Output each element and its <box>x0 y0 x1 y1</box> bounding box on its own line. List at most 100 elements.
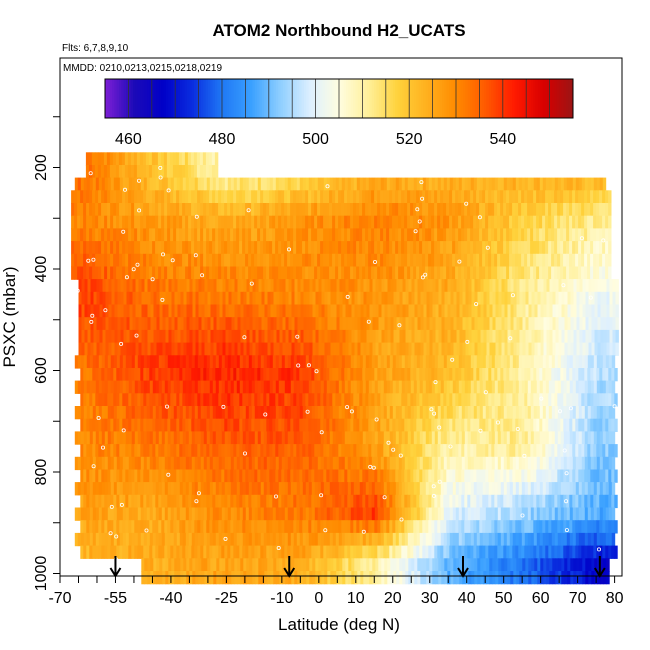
heatmap-cell <box>479 355 484 369</box>
heatmap-cell <box>89 380 94 394</box>
heatmap-cell <box>249 317 253 331</box>
heatmap-cell <box>563 253 567 268</box>
heatmap-cell <box>315 279 319 293</box>
heatmap-cell <box>596 215 600 229</box>
heatmap-cell <box>204 279 208 293</box>
heatmap-cell <box>107 431 112 445</box>
heatmap-cell <box>320 494 324 509</box>
heatmap-cell <box>204 304 208 318</box>
heatmap-cell <box>164 368 168 382</box>
heatmap-cell <box>548 241 552 255</box>
heatmap-cell <box>386 494 390 509</box>
heatmap-cell <box>489 342 493 356</box>
heatmap-cell <box>536 177 541 191</box>
heatmap-cell <box>366 304 370 318</box>
heatmap-cell <box>80 482 85 496</box>
heatmap-cell <box>521 266 525 280</box>
heatmap-cell <box>188 431 193 445</box>
heatmap-cell <box>375 291 379 306</box>
heatmap-cell <box>590 355 595 369</box>
heatmap-cell <box>458 431 463 445</box>
heatmap-cell <box>572 355 577 369</box>
heatmap-cell <box>458 215 462 229</box>
heatmap-cell <box>206 456 211 471</box>
heatmap-cell <box>137 241 141 255</box>
heatmap-cell <box>509 177 514 191</box>
heatmap-cell <box>434 368 438 382</box>
heatmap-cell <box>414 317 418 331</box>
heatmap-cell <box>465 329 469 344</box>
heatmap-cell <box>272 444 276 458</box>
heatmap-cell <box>512 507 517 521</box>
heatmap-cell <box>513 291 517 306</box>
heatmap-cell <box>284 482 289 496</box>
heatmap-cell <box>308 444 312 458</box>
heatmap-cell <box>401 266 405 280</box>
heatmap-cell <box>581 444 585 458</box>
heatmap-cell <box>357 317 361 331</box>
heatmap-cell <box>323 266 327 280</box>
heatmap-cell <box>74 190 78 204</box>
heatmap-cell <box>381 279 385 293</box>
heatmap-cell <box>150 342 154 356</box>
heatmap-cell <box>383 469 387 483</box>
heatmap-cell <box>234 329 238 344</box>
heatmap-cell <box>437 380 442 394</box>
heatmap-cell <box>146 380 151 394</box>
heatmap-cell <box>272 177 277 191</box>
heatmap-cell <box>290 266 294 280</box>
heatmap-cell <box>326 241 330 255</box>
heatmap-cell <box>464 431 469 445</box>
heatmap-cell <box>533 380 538 394</box>
heatmap-cell <box>360 329 364 344</box>
heatmap-cell <box>185 418 189 432</box>
heatmap-cell <box>123 342 127 356</box>
heatmap-cell <box>261 304 265 318</box>
heatmap-cell <box>377 507 382 521</box>
heatmap-cell <box>590 228 594 242</box>
heatmap-cell <box>155 520 159 534</box>
heatmap-cell <box>257 431 262 445</box>
heatmap-cell <box>149 266 153 280</box>
heatmap-cell <box>257 368 261 382</box>
heatmap-cell <box>548 444 552 458</box>
heatmap-cell <box>86 253 90 268</box>
heatmap-cell <box>392 203 396 217</box>
heatmap-cell <box>353 456 358 471</box>
heatmap-cell <box>230 393 234 407</box>
heatmap-cell <box>488 241 492 255</box>
heatmap-cell <box>197 469 201 483</box>
heatmap-cell <box>599 482 604 496</box>
heatmap-cell <box>140 203 144 217</box>
heatmap-cell <box>416 507 421 521</box>
heatmap-cell <box>410 355 415 369</box>
heatmap-cell <box>530 393 534 407</box>
heatmap-cell <box>170 520 174 534</box>
heatmap-cell <box>278 444 282 458</box>
heatmap-cell <box>336 304 340 318</box>
heatmap-cell <box>615 304 619 318</box>
heatmap-cell <box>450 304 454 318</box>
heatmap-cell <box>240 304 244 318</box>
heatmap-cell <box>77 241 81 255</box>
heatmap-cell <box>356 177 361 191</box>
heatmap-cell <box>464 355 469 369</box>
heatmap-cell <box>297 291 301 306</box>
heatmap-cell <box>572 469 576 483</box>
heatmap-cell <box>486 342 490 356</box>
heatmap-cell <box>248 355 253 369</box>
heatmap-cell <box>224 456 229 471</box>
heatmap-cell <box>374 494 378 509</box>
heatmap-cell <box>249 304 253 318</box>
heatmap-cell <box>318 291 322 306</box>
heatmap-cell <box>398 393 402 407</box>
heatmap-cell <box>476 266 480 280</box>
heatmap-cell <box>272 253 276 268</box>
heatmap-cell <box>602 253 606 268</box>
heatmap-cell <box>176 215 180 229</box>
heatmap-cell <box>608 444 612 458</box>
heatmap-cell <box>467 444 471 458</box>
heatmap-cell <box>191 456 196 471</box>
heatmap-cell <box>359 228 363 242</box>
heatmap-cell <box>191 215 195 229</box>
